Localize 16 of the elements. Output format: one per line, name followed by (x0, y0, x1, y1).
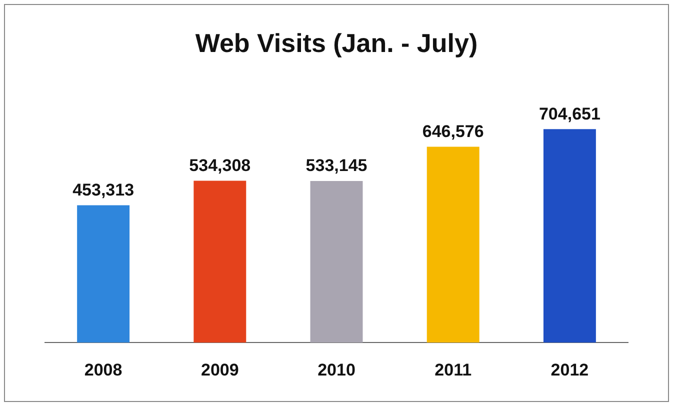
bar (194, 180, 246, 343)
bar (543, 129, 596, 343)
data-label: 646,576 (422, 122, 484, 141)
bar (426, 146, 480, 343)
data-label: 453,313 (72, 180, 134, 200)
x-tick-label: 2010 (318, 360, 356, 380)
data-label: 704,651 (538, 104, 600, 124)
x-tick-label: 2008 (84, 360, 122, 380)
bar (77, 205, 130, 343)
data-label: 534,308 (189, 156, 251, 175)
x-tick-label: 2009 (200, 360, 239, 380)
bar (310, 181, 363, 343)
chart-title: Web Visits (Jan. - July) (195, 28, 478, 58)
x-tick-label: 2012 (550, 360, 589, 380)
data-label: 533,145 (306, 156, 368, 176)
x-tick-label: 2011 (434, 360, 472, 380)
